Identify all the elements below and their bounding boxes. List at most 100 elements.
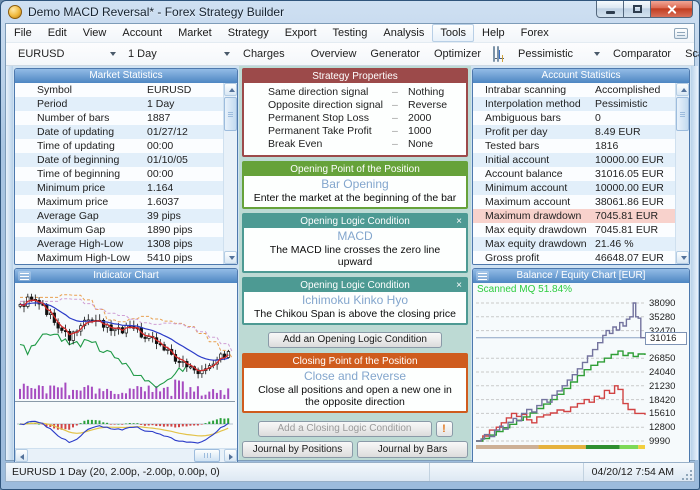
client-area: File Edit View Account Market Strategy E… — [5, 23, 699, 464]
method-combobox[interactable]: Pessimistic — [512, 45, 606, 63]
menu-testing[interactable]: Testing — [332, 27, 368, 39]
opening-condition-macd-panel[interactable]: Opening Logic Condition × MACD The MACD … — [242, 213, 468, 273]
property-row: Permanent Take Profit –1000 — [268, 125, 432, 137]
chart-menu-icon[interactable] — [18, 271, 31, 281]
table-row: Initial account 10000.00 EUR — [473, 153, 675, 167]
journal-bars-icon-button[interactable] — [497, 46, 500, 62]
journal-by-bars-button[interactable]: Journal by Bars — [357, 441, 468, 458]
table-row: Interpolation method Pessimistic — [473, 97, 675, 111]
resize-grip[interactable] — [682, 463, 694, 481]
window-title: Demo MACD Reversal* - Forex Strategy Bui… — [28, 5, 285, 19]
property-row: Permanent Stop Loss –2000 — [268, 112, 432, 124]
indicator-chart-body[interactable] — [15, 283, 237, 462]
market-statistics-scrollbar[interactable] — [223, 83, 237, 264]
account-statistics-title: Account Statistics — [541, 70, 621, 81]
menu-analysis[interactable]: Analysis — [383, 27, 425, 39]
axis-label: 24040 — [649, 367, 676, 378]
table-row: Maximum price 1.6037 — [37, 196, 180, 208]
symbol-value: EURUSD — [18, 48, 65, 60]
opening-point-title: Opening Point of the Position — [290, 164, 420, 175]
closing-warning-button[interactable]: ! — [435, 421, 453, 437]
right-edge-strip — [691, 66, 698, 460]
indicator-chart-title: Indicator Chart — [93, 270, 159, 281]
menu-help[interactable]: Help — [482, 27, 505, 39]
menu-forex[interactable]: Forex — [520, 27, 549, 39]
chevron-down-icon — [110, 52, 116, 56]
table-row: Maximum account 38061.86 EUR — [485, 196, 664, 208]
table-row: Tested bars 1816 — [485, 140, 619, 152]
journal-positions-icon-button[interactable] — [493, 46, 496, 62]
table-row: Maximum High-Low 5410 pips — [37, 252, 193, 264]
balance-chart-header: Balance / Equity Chart [EUR] — [473, 269, 689, 283]
title-bar[interactable]: Demo MACD Reversal* - Forex Strategy Bui… — [1, 1, 699, 23]
opening-condition-header: Opening Logic Condition × — [244, 279, 466, 292]
minimize-button[interactable] — [596, 1, 624, 18]
balance-chart-body[interactable]: Scanned MQ 51.84% 38090 35280 32470 26850 24… — [473, 283, 689, 462]
journal-buttons-row: Journal by Positions Journal by Bars — [242, 441, 468, 459]
opening-condition-ichimoku-panel[interactable]: Opening Logic Condition × Ichimoku Kinko… — [242, 277, 468, 325]
menu-view[interactable]: View — [82, 27, 107, 39]
comparator-button[interactable]: Comparator — [613, 48, 672, 60]
window-controls — [596, 1, 693, 18]
menu-account[interactable]: Account — [122, 27, 163, 39]
table-row: Number of bars 1887 — [37, 112, 171, 124]
closing-point-title: Closing Point of the Position — [292, 356, 418, 367]
balance-chart-canvas[interactable] — [473, 283, 689, 462]
table-row: Date of beginning 01/10/05 — [15, 153, 223, 167]
period-value: 1 Day — [128, 48, 157, 60]
indicator-chart-hscrollbar[interactable] — [15, 448, 237, 462]
scanner-button[interactable]: Scanner — [685, 48, 699, 60]
axis-label: 21230 — [649, 380, 676, 392]
table-row: Minimum account 10000.00 EUR — [473, 181, 675, 195]
market-statistics-body: Symbol EURUSD Period 1 Day Number of bars 1… — [15, 83, 237, 264]
optimizer-button[interactable]: Optimizer — [433, 48, 482, 60]
strategy-properties-panel[interactable]: Strategy Properties Same direction signa… — [242, 68, 468, 157]
close-button[interactable] — [651, 1, 693, 18]
scroll-left-icon[interactable] — [15, 449, 28, 462]
scrollbar-thumb[interactable] — [676, 97, 689, 131]
scroll-right-icon[interactable] — [224, 449, 237, 462]
opening-point-panel[interactable]: Opening Point of the Position Bar Openin… — [242, 161, 468, 209]
menu-edit[interactable]: Edit — [47, 27, 67, 39]
add-opening-condition-button[interactable]: Add an Opening Logic Condition — [268, 332, 442, 348]
overview-button[interactable]: Overview — [310, 48, 357, 60]
table-row: Time of beginning 00:00 — [37, 168, 174, 180]
strategy-properties-body: Same direction signal – Nothing Opposite d… — [244, 83, 466, 155]
feedback-icon[interactable] — [674, 27, 688, 39]
menu-file[interactable]: File — [14, 27, 32, 39]
closing-point-panel[interactable]: Closing Point of the Position Close and … — [242, 353, 468, 413]
maximize-button[interactable] — [624, 1, 651, 18]
axis-label: 32470 — [649, 326, 689, 337]
menu-tools[interactable]: Tools — [432, 24, 475, 42]
charts-icon-button[interactable] — [489, 46, 505, 62]
scroll-down-icon[interactable] — [224, 251, 237, 264]
chart-menu-icon[interactable] — [476, 271, 489, 281]
symbol-combobox[interactable]: EURUSD — [12, 45, 122, 63]
menu-market[interactable]: Market — [178, 27, 212, 39]
scrollbar-thumb[interactable] — [224, 97, 237, 131]
table-row: Minimum price 1.164 — [15, 181, 223, 195]
property-row: Same direction signal – Nothing — [268, 86, 445, 98]
indicator-chart-canvas[interactable] — [15, 283, 235, 447]
generator-button[interactable]: Generator — [370, 48, 420, 60]
period-combobox[interactable]: 1 Day — [122, 45, 236, 63]
add-closing-condition-button[interactable]: Add a Closing Logic Condition — [257, 421, 432, 437]
charges-button[interactable]: Charges — [243, 48, 285, 60]
left-column: Market Statistics Symbol EURUSD Period 1 D… — [13, 66, 239, 464]
scrollbar-thumb[interactable] — [194, 449, 220, 462]
property-row: Break Even – None — [268, 138, 434, 150]
menu-strategy[interactable]: Strategy — [227, 27, 269, 39]
indicator-chart-panel: Indicator Chart — [14, 268, 238, 464]
minimize-icon — [605, 10, 615, 14]
scroll-down-icon[interactable] — [676, 251, 689, 264]
account-statistics-scrollbar[interactable] — [675, 83, 689, 264]
scroll-up-icon[interactable] — [676, 83, 689, 96]
remove-condition-icon[interactable]: × — [456, 216, 462, 227]
remove-condition-icon[interactable]: × — [456, 280, 462, 291]
menu-bar: File Edit View Account Market Strategy E… — [6, 24, 694, 43]
journal-by-positions-button[interactable]: Journal by Positions — [242, 441, 353, 458]
menu-export[interactable]: Export — [284, 27, 317, 39]
scroll-up-icon[interactable] — [224, 83, 237, 96]
condition-name: MACD — [337, 229, 373, 243]
status-market-info: EURUSD 1 Day (20, 2.00p, -2.00p, 0.00p, … — [6, 463, 430, 481]
